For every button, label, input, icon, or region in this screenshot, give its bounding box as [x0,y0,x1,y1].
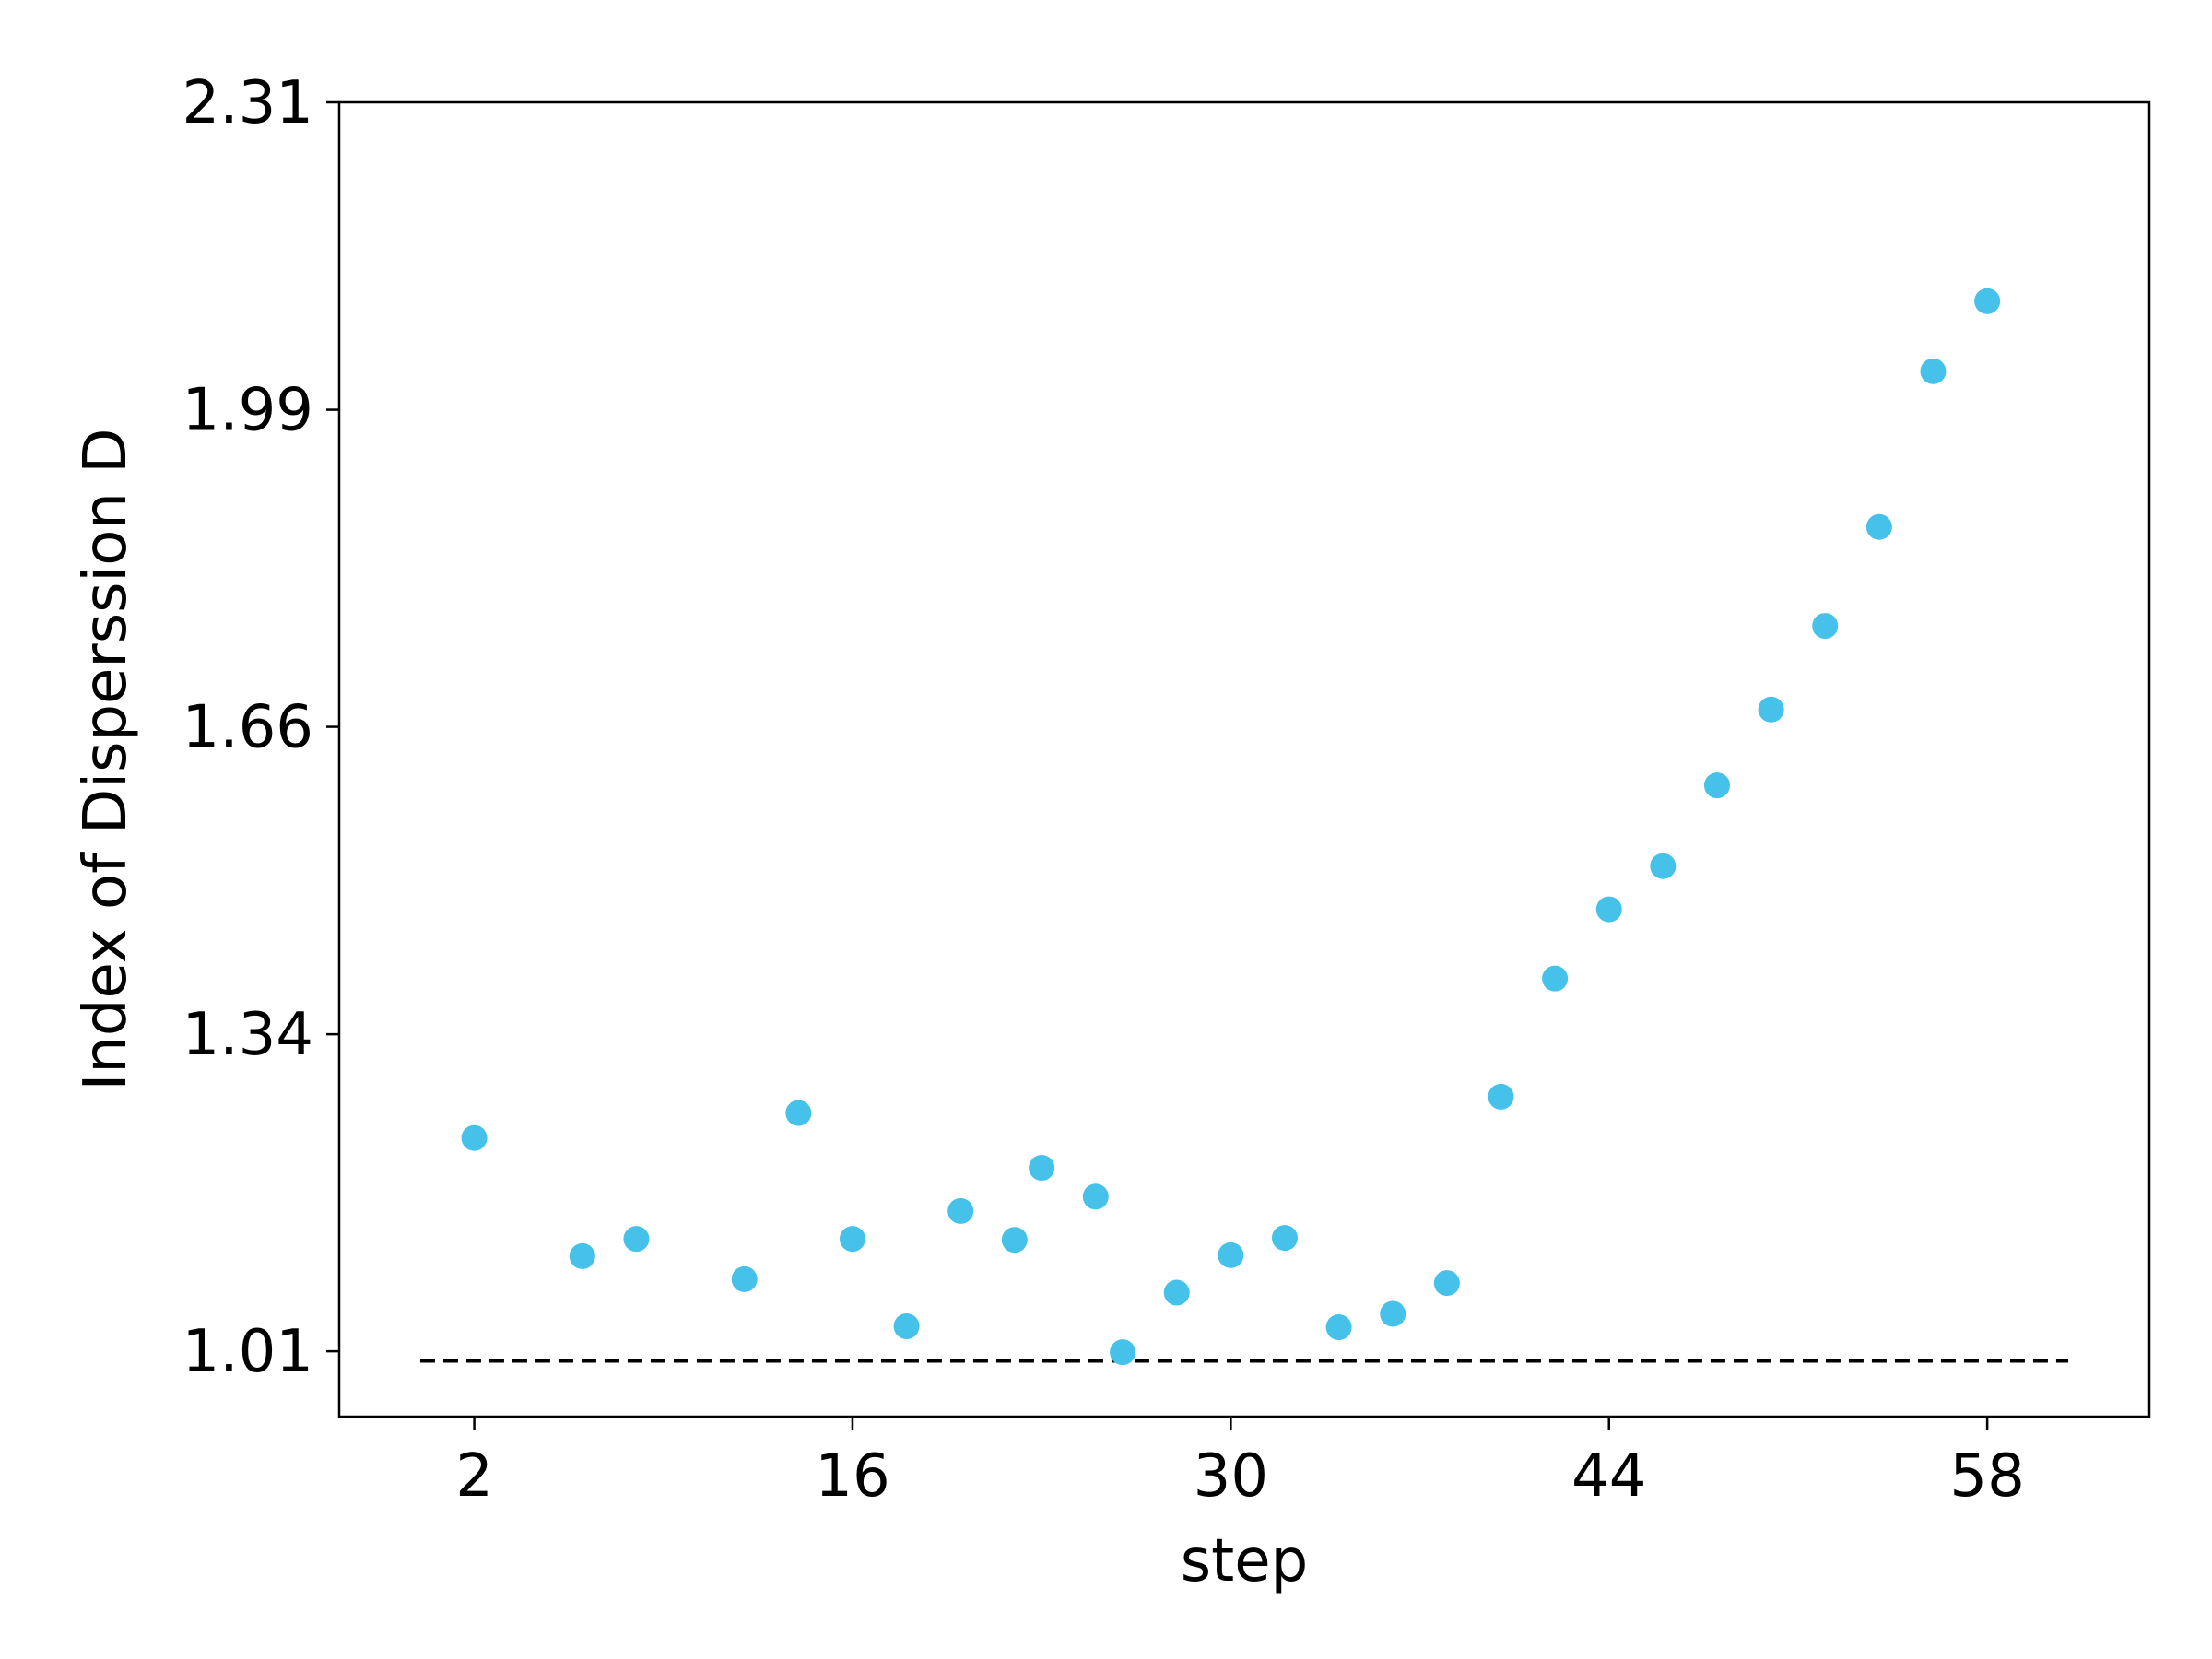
data-point [461,1124,488,1151]
data-point [1380,1300,1406,1327]
x-tick-label: 30 [1194,1442,1268,1511]
x-tick-label: 44 [1571,1442,1646,1511]
data-point [1542,965,1569,992]
x-axis-label: step [1181,1527,1308,1595]
y-tick-label: 1.34 [182,1001,314,1069]
data-point [1488,1083,1514,1110]
data-point [839,1226,865,1253]
data-point [1110,1339,1136,1366]
data-point [1974,288,2001,314]
data-point [947,1197,974,1224]
data-point [1433,1270,1460,1297]
data-point [569,1242,595,1269]
data-point [1812,613,1839,640]
data-point [893,1313,920,1340]
data-point [1920,358,1947,384]
data-point [785,1100,812,1126]
data-point [1595,896,1622,923]
data-point [623,1226,650,1253]
data-point [1325,1314,1352,1341]
data-point [1865,513,1892,540]
data-point [1218,1241,1244,1268]
data-point [1001,1227,1028,1253]
data-point [1650,853,1677,879]
y-tick-label: 1.99 [182,377,314,445]
x-tick-label: 58 [1949,1442,2024,1511]
plot-frame [337,100,2151,1418]
data-point [1703,772,1730,799]
data-point [731,1265,758,1292]
x-tick-label: 2 [455,1442,493,1511]
data-point [1029,1155,1055,1182]
y-axis-label: Index of Disperssion D [72,428,140,1090]
x-tick-label: 16 [815,1442,889,1511]
data-point [1271,1225,1298,1252]
y-tick-label: 2.31 [182,69,314,137]
data-point [1163,1279,1190,1306]
data-point [1758,696,1784,723]
y-tick-label: 1.01 [182,1318,314,1386]
y-tick-label: 1.66 [182,694,314,762]
data-point [1082,1183,1109,1210]
